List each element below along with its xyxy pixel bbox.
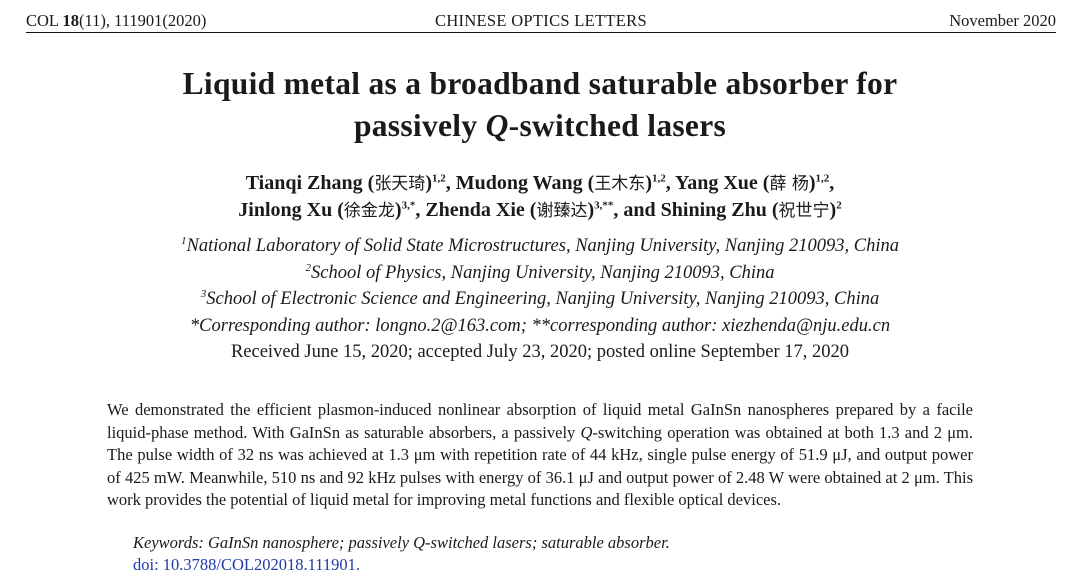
title-line-2: passively Q-switched lasers (353, 108, 727, 143)
issue-date: November 2020 (949, 11, 1056, 30)
affiliation: 1National Laboratory of Solid State Micr… (181, 234, 899, 256)
affiliation: 3School of Electronic Science and Engine… (200, 287, 880, 309)
running-header: COL 18(11), 111901(2020) CHINESE OPTICS … (26, 10, 1056, 33)
title-line-1: Liquid metal as a broadband saturable ab… (182, 66, 898, 101)
doi-link[interactable]: doi: 10.3788/COL202018.111901. (133, 555, 361, 574)
author: Yang Xue (薛 杨)1,2, (675, 172, 835, 194)
journal-reference: COL 18(11), 111901(2020) (26, 11, 207, 30)
author-line-1: Tianqi Zhang (张天琦)1,2, Mudong Wang (王木东)… (0, 170, 1080, 197)
correspondence: *Corresponding author: longno.2@163.com;… (189, 315, 891, 336)
author: Zhenda Xie (谢臻达)3,**, and (425, 199, 661, 221)
author: Shining Zhu (祝世宁)2 (660, 199, 842, 221)
abstract: We demonstrated the efficient plasmon-in… (107, 400, 973, 509)
affiliation: 2School of Physics, Nanjing University, … (305, 261, 775, 283)
keywords: Keywords: GaInSn nanosphere; passively Q… (133, 533, 670, 552)
author: Tianqi Zhang (张天琦)1,2, (245, 172, 456, 194)
journal-volume: 18 (62, 11, 80, 30)
journal-name: CHINESE OPTICS LETTERS (435, 11, 647, 30)
author: Mudong Wang (王木东)1,2, (455, 172, 675, 194)
paper-title: Liquid metal as a broadband saturable ab… (0, 63, 1080, 147)
publication-dates: Received June 15, 2020; accepted July 23… (230, 342, 850, 362)
author-line-2: Jinlong Xu (徐金龙)3,*, Zhenda Xie (谢臻达)3,*… (0, 197, 1080, 224)
author: Jinlong Xu (徐金龙)3,*, (238, 199, 426, 221)
affiliations-block: 1National Laboratory of Solid State Micr… (0, 233, 1080, 366)
author-list: Tianqi Zhang (张天琦)1,2, Mudong Wang (王木东)… (0, 170, 1080, 224)
